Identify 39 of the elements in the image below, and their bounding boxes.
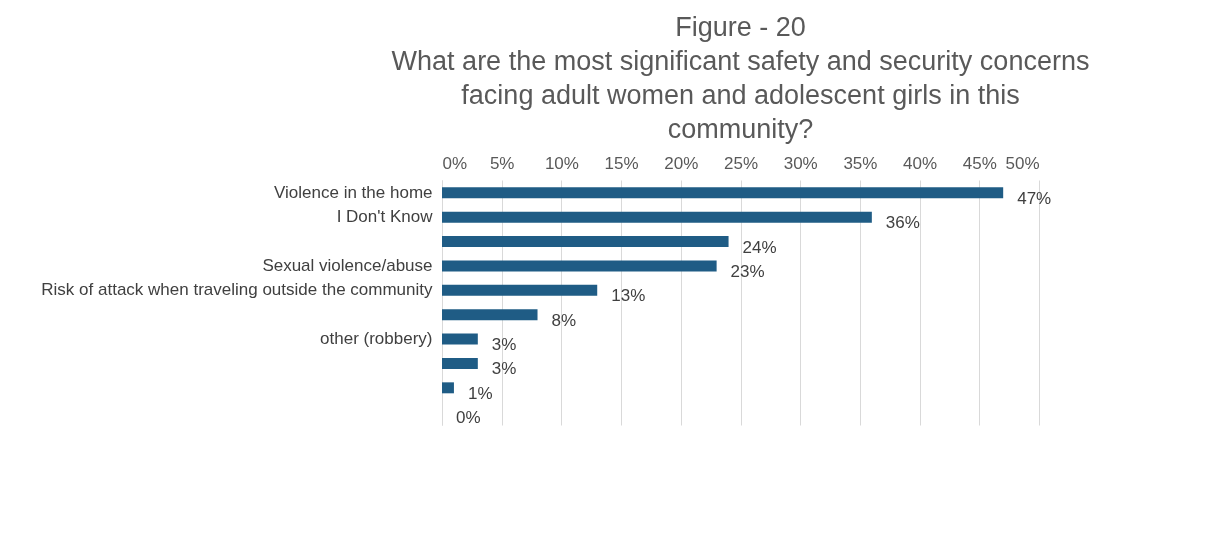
data-label: 13% [611,286,646,306]
data-label: 36% [885,213,920,233]
bar [442,382,454,394]
bar [442,236,729,248]
y-tick-label: Violence in the home [274,182,433,202]
bar [442,187,1004,199]
data-label: 1% [467,383,493,403]
x-tick-label: 20% [664,153,699,173]
data-label: 8% [551,310,577,330]
text: What are the most significant safety and security concerns [391,46,1090,76]
bar [442,211,872,223]
y-tick-label: other (robbery) [320,329,433,349]
bar [442,260,717,272]
x-tick-label: 50% [1005,153,1040,173]
data-label: 3% [491,359,517,379]
x-tick-label: 15% [604,153,639,173]
x-tick-label: 30% [783,153,818,173]
bar [442,333,478,345]
y-tick-label: Risk of attack when traveling outside the community [41,280,433,300]
x-tick-label: 10% [544,153,579,173]
data-label: 47% [1017,188,1052,208]
data-label: 3% [491,335,517,355]
x-tick-label: 25% [723,153,759,173]
text: community? [667,114,814,144]
y-tick-label: I Don't Know [336,207,434,227]
y-tick-label: Sexual violence/abuse [262,255,433,275]
bar [442,357,478,369]
bar [442,309,538,321]
x-tick-label: 0% [442,153,468,173]
data-label: 24% [742,237,777,257]
text: facing adult women and adolescent girls in this [461,80,1020,110]
bar [442,284,598,296]
data-label: 0% [456,408,481,428]
x-tick-label: 35% [843,153,878,173]
x-tick-label: 40% [903,153,938,173]
data-label: 23% [730,261,765,281]
x-tick-label: 45% [962,153,997,173]
x-tick-label: 5% [489,153,515,173]
text: Figure - 20 [675,12,806,42]
